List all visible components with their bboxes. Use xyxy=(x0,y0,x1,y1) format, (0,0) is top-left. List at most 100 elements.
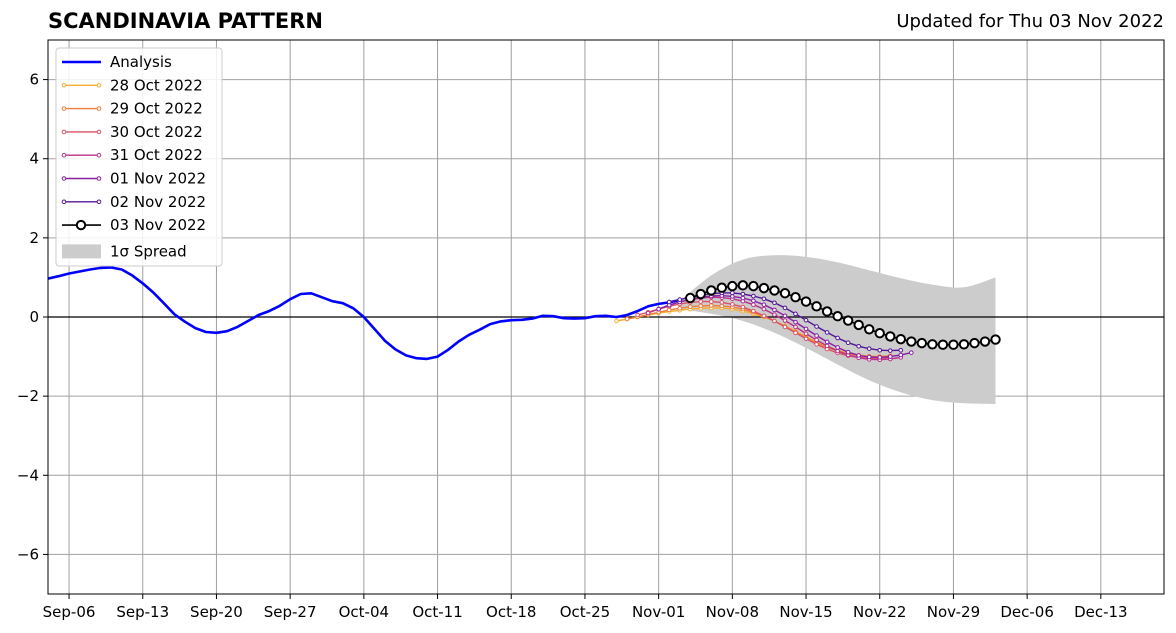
legend-marker xyxy=(96,83,102,88)
forecast-point xyxy=(761,302,767,308)
forecast-point xyxy=(656,306,661,312)
legend-marker xyxy=(96,176,102,181)
latest-point xyxy=(958,339,970,350)
forecast-point xyxy=(856,353,861,358)
forecast-point xyxy=(698,299,704,304)
latest-point xyxy=(769,285,780,296)
latest-point xyxy=(832,311,843,322)
forecast-point xyxy=(772,312,777,317)
x-tick-label: Oct-25 xyxy=(560,603,610,621)
latest-point xyxy=(748,280,759,292)
forecast-point xyxy=(751,293,756,299)
forecast-point xyxy=(866,354,872,360)
legend-marker xyxy=(61,199,67,205)
legend-marker xyxy=(61,129,67,135)
forecast-point xyxy=(719,303,725,309)
legend-marker xyxy=(61,106,67,111)
forecast-point xyxy=(740,291,746,297)
forecast-point xyxy=(730,294,735,299)
forecast-point xyxy=(708,299,714,304)
forecast-point xyxy=(708,303,714,308)
forecast-point xyxy=(645,310,651,316)
forecast-point xyxy=(666,299,672,305)
x-tick-label: Sep-13 xyxy=(116,603,169,621)
forecast-point xyxy=(898,352,904,358)
forecast-point xyxy=(845,340,851,346)
latest-point xyxy=(874,328,885,339)
legend-marker xyxy=(96,152,102,158)
forecast-point xyxy=(803,331,809,336)
x-tick-label: Dec-13 xyxy=(1074,603,1128,621)
forecast-point xyxy=(782,305,788,311)
legend-label: 02 Nov 2022 xyxy=(110,193,206,211)
legend-marker xyxy=(96,199,102,205)
forecast-point xyxy=(772,300,777,306)
chart-subtitle: Updated for Thu 03 Nov 2022 xyxy=(896,11,1164,32)
y-tick-label: 6 xyxy=(29,71,39,89)
latest-point xyxy=(790,292,801,303)
x-tick-label: Nov-01 xyxy=(632,603,685,621)
latest-point xyxy=(758,282,770,294)
forecast-point xyxy=(824,343,830,349)
legend-label: Analysis xyxy=(110,53,172,71)
x-tick-label: Nov-29 xyxy=(927,603,980,621)
forecast-point xyxy=(730,302,735,307)
y-tick-label: 2 xyxy=(29,229,39,247)
legend-label: 31 Oct 2022 xyxy=(110,146,203,164)
forecast-point xyxy=(740,304,746,310)
forecast-point xyxy=(730,290,735,296)
latest-point xyxy=(864,324,875,335)
latest-point xyxy=(842,315,854,326)
forecast-point xyxy=(803,317,809,323)
legend-label: 28 Oct 2022 xyxy=(110,76,203,94)
forecast-point xyxy=(614,318,619,324)
forecast-point xyxy=(740,295,746,301)
analysis-line xyxy=(48,266,680,361)
latest-point xyxy=(821,306,833,317)
forecast-point xyxy=(835,345,840,350)
latest-point xyxy=(727,280,738,292)
x-tick-label: Oct-04 xyxy=(339,603,389,621)
x-axis: Sep-06 Sep-13 Sep-20 Sep-27 Oct-04 Oct-11 Oct-… xyxy=(43,594,1128,621)
legend-marker xyxy=(61,83,67,88)
forecast-point xyxy=(793,319,798,325)
forecast-point xyxy=(898,347,904,353)
forecast-point xyxy=(845,349,851,355)
latest-point xyxy=(895,333,906,345)
forecast-point xyxy=(719,300,725,305)
forecast-point xyxy=(835,335,840,341)
latest-point xyxy=(990,334,1001,345)
legend-marker xyxy=(61,152,67,158)
latest-point xyxy=(685,292,696,304)
forecast-point xyxy=(814,324,819,329)
legend-label: 1σ Spread xyxy=(110,242,187,260)
forecast-point xyxy=(677,297,682,302)
forecast-point xyxy=(856,343,861,349)
latest-point xyxy=(779,288,791,299)
forecast-point xyxy=(782,313,788,319)
x-tick-label: Dec-06 xyxy=(1000,603,1054,621)
forecast-point xyxy=(772,307,777,313)
forecast-point xyxy=(877,347,883,353)
forecast-point xyxy=(751,302,756,308)
legend-label: 01 Nov 2022 xyxy=(110,170,206,188)
latest-point xyxy=(695,288,706,300)
forecast-point xyxy=(793,311,798,317)
forecast-point xyxy=(698,303,704,309)
x-tick-label: Sep-06 xyxy=(43,603,96,621)
forecast-point xyxy=(824,330,830,335)
x-tick-label: Nov-08 xyxy=(706,603,759,621)
x-tick-label: Nov-22 xyxy=(853,603,906,621)
latest-point xyxy=(811,301,822,312)
latest-point xyxy=(906,336,917,347)
forecast-point xyxy=(793,324,798,330)
x-tick-label: Nov-15 xyxy=(779,603,832,621)
legend-marker xyxy=(96,129,102,135)
forecast-point xyxy=(751,308,756,314)
latest-point xyxy=(969,337,980,349)
forecast-point xyxy=(887,354,893,359)
latest-point xyxy=(979,336,991,347)
forecast-point xyxy=(782,318,788,323)
y-tick-label: −6 xyxy=(17,545,39,563)
